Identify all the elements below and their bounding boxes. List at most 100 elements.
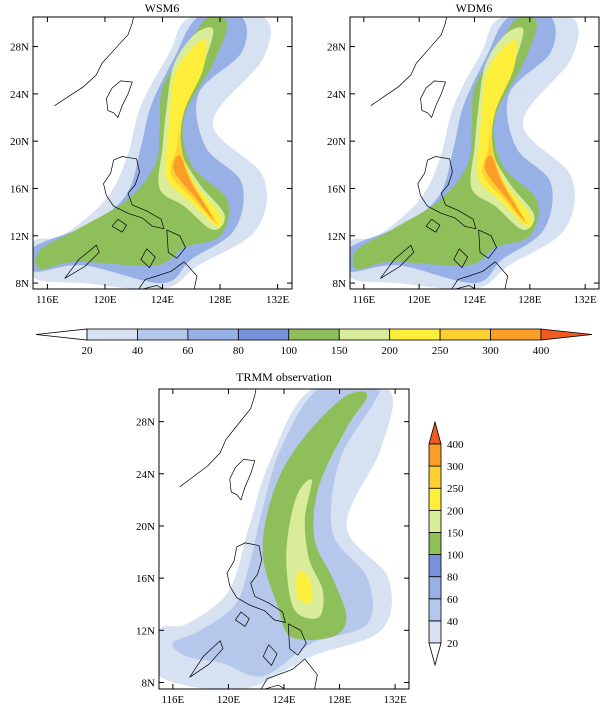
colorbar-label: 200 <box>447 505 464 517</box>
colorbar-bin <box>389 328 441 341</box>
horizontal-colorbar: 20 40 60 80 100 150 200 250 300 400 <box>35 328 593 357</box>
colorbar-high-arrow <box>428 420 442 445</box>
colorbar-bin <box>137 328 189 341</box>
colorbar-label: 40 <box>447 616 459 628</box>
colorbar-bin <box>428 554 442 578</box>
coastline-segment <box>234 611 250 627</box>
coastline-segment <box>425 218 441 233</box>
coastline-segment <box>370 17 447 106</box>
coastline-segment <box>140 248 156 269</box>
colorbar-label: 400 <box>447 439 464 451</box>
coastline-segment <box>103 156 165 230</box>
colorbar-bin <box>288 328 340 341</box>
coastline-segment <box>478 229 498 259</box>
coastline-segment <box>226 542 286 623</box>
y-tick-label: 8N <box>333 278 347 290</box>
colorbar-bin <box>86 328 138 341</box>
colorbar-label: 200 <box>381 345 398 357</box>
x-axis: 116E 120E 124E 128E 132E <box>36 17 290 306</box>
colorbar-label: 60 <box>182 345 194 357</box>
colorbar-label: 60 <box>447 594 459 606</box>
panel-trmm: TRMM observation 116E 120E 124E 128E 132E 8N… <box>136 370 410 706</box>
colorbar-bin <box>428 465 442 489</box>
map-fill <box>159 389 409 689</box>
contour-300 <box>484 155 525 221</box>
colorbar-label: 20 <box>447 638 459 650</box>
colorbar-low-arrow <box>35 328 88 341</box>
vertical-colorbar: 20 40 60 80 100 150 200 250 300 400 <box>428 420 464 667</box>
panel-title: TRMM observation <box>236 370 332 384</box>
y-tick-label: 28N <box>10 42 29 54</box>
coastline-segment <box>64 244 100 279</box>
colorbar-label: 150 <box>447 527 464 539</box>
coastline-segment <box>179 389 257 488</box>
x-tick-label: 120E <box>93 294 117 306</box>
x-tick-label: 116E <box>36 294 59 306</box>
colorbar-label: 80 <box>447 572 459 584</box>
colorbar-label: 150 <box>331 345 348 357</box>
colorbar-bin <box>428 576 442 600</box>
y-tick-label: 8N <box>16 278 30 290</box>
colorbar-high-arrow <box>540 328 593 341</box>
panel-wdm6: WDM6 116E 120E 124E 128E 132E 8N 12N 16N 20N 24N… <box>327 1 600 306</box>
colorbar-label: 40 <box>132 345 144 357</box>
coastline <box>370 17 509 289</box>
coastline-segment <box>262 644 278 667</box>
colorbar-bin <box>428 620 442 644</box>
colorbar-bin <box>237 328 290 341</box>
x-tick-label: 128E <box>208 294 232 306</box>
y-tick-label: 8N <box>142 677 156 689</box>
colorbar-bin <box>428 598 442 622</box>
y-axis: 8N 12N 16N 20N 24N 28N <box>327 42 599 290</box>
y-tick-label: 28N <box>327 42 346 54</box>
x-tick-label: 132E <box>266 294 290 306</box>
coastline <box>179 389 318 689</box>
coastline-segment <box>54 17 134 106</box>
x-tick-label: 116E <box>352 294 375 306</box>
coastline-segment <box>417 156 477 230</box>
panel-title: WSM6 <box>145 1 180 15</box>
y-tick-label: 24N <box>136 469 155 481</box>
coastline-segment <box>453 248 469 269</box>
coastline-segment <box>451 261 509 289</box>
colorbar-label: 20 <box>82 345 94 357</box>
x-tick-label: 120E <box>217 694 241 706</box>
y-axis: 8N 12N 16N 20N 24N 28N <box>10 42 292 290</box>
colorbar-label: 80 <box>233 345 245 357</box>
x-tick-label: 128E <box>328 694 352 706</box>
colorbar-label: 400 <box>533 345 550 357</box>
colorbar-label: 100 <box>447 550 464 562</box>
x-tick-label: 132E <box>383 694 407 706</box>
colorbar-low-arrow <box>428 642 442 667</box>
colorbar-bin <box>338 328 391 341</box>
coastline-segment <box>106 80 133 119</box>
coastline-segment <box>287 623 307 656</box>
colorbar-bin <box>428 443 442 467</box>
coastline-segment <box>138 261 198 289</box>
y-tick-label: 24N <box>10 89 29 101</box>
colorbar-label: 250 <box>432 345 449 357</box>
x-tick-label: 124E <box>151 294 175 306</box>
colorbar-bin <box>439 328 491 341</box>
colorbar-bin <box>428 487 442 511</box>
colorbar-bin <box>428 532 442 555</box>
y-tick-label: 12N <box>327 231 346 243</box>
map-fill <box>33 17 292 289</box>
x-tick-label: 128E <box>518 294 542 306</box>
coastline-segment <box>111 218 127 233</box>
y-tick-label: 16N <box>136 573 155 585</box>
panel-title: WDM6 <box>456 1 493 15</box>
y-tick-label: 20N <box>136 521 155 533</box>
x-tick-label: 116E <box>161 694 184 706</box>
x-tick-label: 132E <box>574 294 598 306</box>
y-tick-label: 20N <box>10 136 29 148</box>
colorbar-bin <box>428 509 442 533</box>
y-axis: 8N 12N 16N 20N 24N 28N <box>136 417 409 689</box>
coastline-segment <box>189 640 224 678</box>
contour-300 <box>173 155 215 221</box>
y-tick-label: 28N <box>136 417 155 429</box>
y-tick-label: 16N <box>10 183 29 195</box>
colorbar-label: 250 <box>447 483 464 495</box>
y-tick-label: 20N <box>327 136 346 148</box>
